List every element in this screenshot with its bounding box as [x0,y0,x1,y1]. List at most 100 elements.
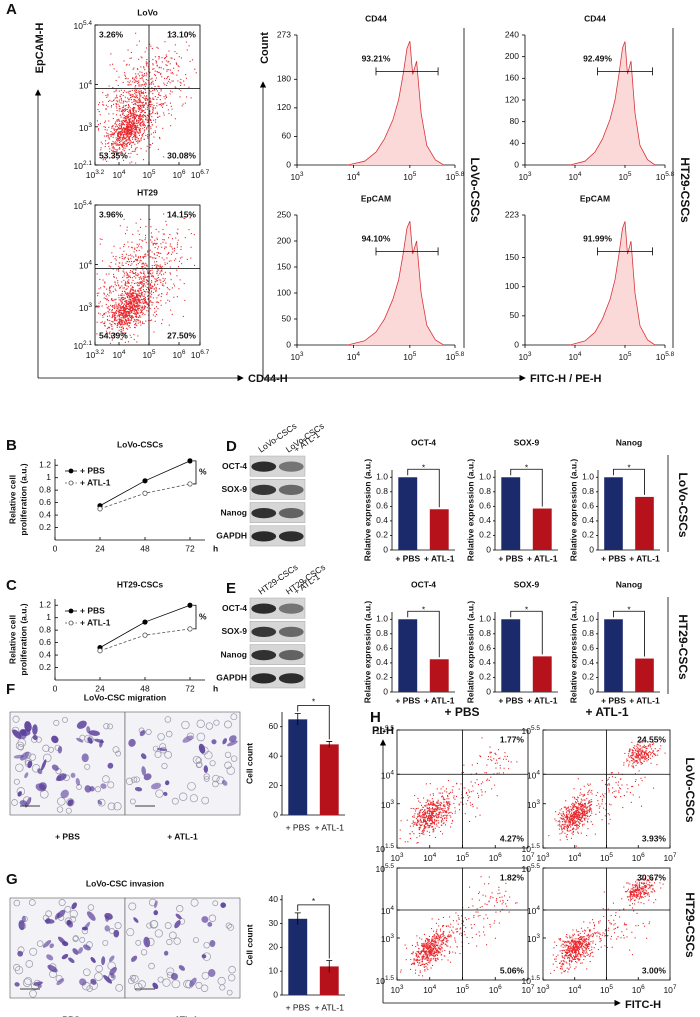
event-dot [156,237,158,239]
event-dot [449,791,451,793]
event-dot [140,218,142,220]
event-dot [125,311,127,313]
event-dot [136,77,138,79]
event-dot [152,108,154,110]
event-dot [127,303,129,305]
event-dot [115,103,117,105]
event-dot [570,837,572,839]
cell [19,728,27,740]
event-dot [127,127,129,129]
event-dot [130,306,132,308]
event-dot [113,99,115,101]
tick-label: 1 [46,472,51,482]
event-dot [140,84,142,86]
event-dot [429,810,431,812]
tick-exponent: 4 [356,171,360,178]
event-dot [177,70,179,72]
event-dot [160,300,162,302]
event-dot [173,259,175,261]
event-dot [137,97,139,99]
event-dot [427,804,429,806]
event-dot [117,144,119,146]
event-dot [146,145,148,147]
event-dot [135,309,137,311]
event-dot [156,71,158,73]
event-dot [174,86,176,88]
event-dot [634,755,636,757]
tick-label: 0 [383,544,388,554]
x-tick-label: + ATL-1 [424,553,455,563]
event-dot [140,148,142,150]
event-dot [163,259,165,261]
event-dot [578,821,580,823]
event-dot [607,813,609,815]
event-dot [130,264,132,266]
event-dot [120,138,122,140]
event-dot [144,112,146,114]
event-dot [133,118,135,120]
cell [12,729,22,739]
event-dot [113,315,115,317]
event-dot [131,96,133,98]
event-dot [122,316,124,318]
event-dot [471,803,473,805]
event-dot [130,285,132,287]
tick-base: 10 [73,161,83,171]
event-dot [102,279,104,281]
event-dot [469,820,471,822]
event-dot [132,130,134,132]
pore [125,777,134,786]
event-dot [123,115,125,117]
event-dot [466,791,468,793]
event-dot [162,127,164,129]
event-dot [116,101,118,103]
event-dot [158,94,160,96]
series-line [99,604,191,648]
tick-label: 1.0 [376,614,388,624]
event-dot [114,123,116,125]
event-dot [570,806,572,808]
event-dot [142,127,144,129]
tick-base: 10 [390,853,400,863]
event-dot [428,808,430,810]
event-dot [132,316,134,318]
event-dot [108,312,110,314]
event-dot [118,148,120,150]
event-dot [563,827,565,829]
event-dot [437,807,439,809]
event-dot [137,90,139,92]
event-dot [431,823,433,825]
cell [222,738,227,745]
event-dot [165,56,167,58]
event-dot [129,143,131,145]
tick-label: 0.6 [582,643,594,653]
event-dot [464,813,466,815]
event-dot [494,752,496,754]
event-dot [129,310,131,312]
event-dot [158,288,160,290]
event-dot [127,115,129,117]
event-dot [145,237,147,239]
event-dot [133,119,135,121]
event-dot [147,126,149,128]
event-dot [172,251,174,253]
event-dot [582,825,584,827]
pore [204,751,213,760]
event-dot [129,110,131,112]
event-dot [571,816,573,818]
tick-base: 10 [521,853,531,863]
tick-base: 10 [618,172,628,182]
event-dot [122,117,124,119]
event-dot [451,822,453,824]
event-dot [107,307,109,309]
event-dot [439,807,441,809]
event-dot [112,255,114,257]
event-dot [119,142,121,144]
event-dot [135,312,137,314]
event-dot [107,315,109,317]
event-dot [425,826,427,828]
event-dot [133,304,135,306]
error-bar [294,912,301,925]
event-dot [578,804,580,806]
event-dot [130,307,132,309]
